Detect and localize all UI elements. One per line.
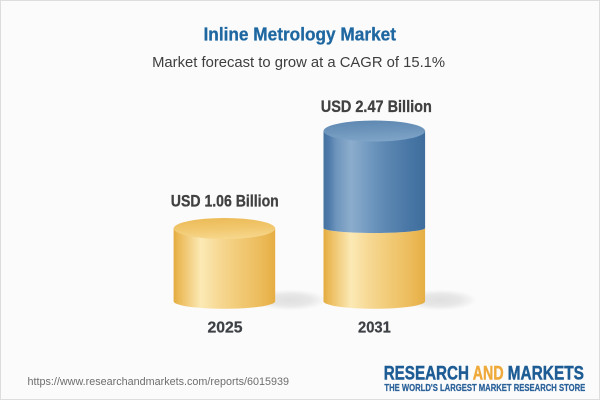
svg-text:AND: AND xyxy=(473,363,504,384)
svg-text:Inline Metrology Market: Inline Metrology Market xyxy=(204,24,397,45)
svg-text:RESEARCH: RESEARCH xyxy=(384,363,469,384)
svg-text:Market forecast to grow at a C: Market forecast to grow at a CAGR of 15.… xyxy=(152,55,445,71)
svg-text:USD 2.47 Billion: USD 2.47 Billion xyxy=(321,97,432,116)
svg-text:MARKETS: MARKETS xyxy=(508,363,584,384)
svg-text:2031: 2031 xyxy=(358,320,391,337)
svg-text:https://www.researchandmarkets: https://www.researchandmarkets.com/repor… xyxy=(28,376,290,388)
svg-text:2025: 2025 xyxy=(208,320,243,337)
svg-text:USD 1.06 Billion: USD 1.06 Billion xyxy=(171,191,279,210)
svg-text:THE WORLD'S LARGEST MARKET RES: THE WORLD'S LARGEST MARKET RESEARCH STOR… xyxy=(384,383,585,394)
